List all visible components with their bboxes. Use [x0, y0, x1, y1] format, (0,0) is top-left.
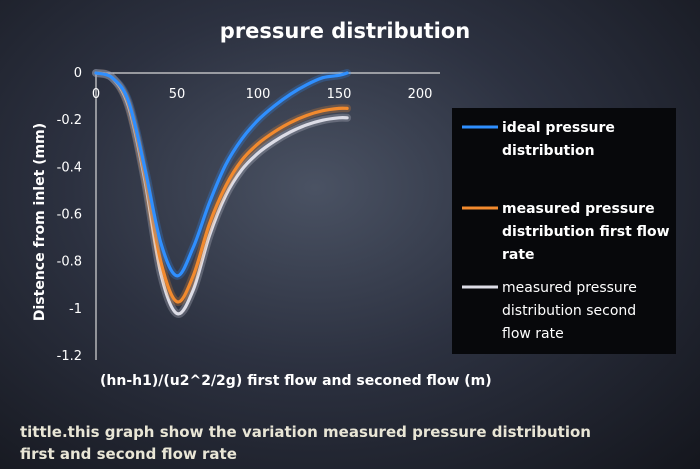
series-line-ideal — [94, 71, 349, 278]
legend-label-second-flow-1: measured pressure — [502, 280, 637, 296]
legend-label-ideal-1: ideal pressure — [502, 120, 615, 136]
y-tick-label: -1.2 — [57, 349, 82, 364]
legend-label-ideal-2: distribution — [502, 143, 595, 159]
x-tick-label: 150 — [327, 87, 352, 102]
y-tick-labels: 0 -0.2 -0.4 -0.6 -0.8 -1 -1.2 — [57, 66, 82, 364]
legend-box — [452, 108, 676, 354]
caption-line-1: tittle.this graph show the variation mea… — [20, 423, 591, 441]
x-axis-label: (hn-h1)/(u2^2/2g) first flow and seconed… — [100, 373, 492, 389]
y-axis-label: Distence from inlet (mm) — [32, 123, 48, 321]
x-tick-label: 100 — [246, 87, 271, 102]
y-tick-label: -0.2 — [57, 113, 82, 128]
y-tick-label: -0.6 — [57, 208, 82, 223]
legend-label-second-flow-3: flow rate — [502, 326, 564, 342]
legend-label-second-flow-2: distribution second — [502, 303, 636, 319]
y-tick-label: -0.4 — [57, 160, 82, 175]
legend-label-first-flow-2: distribution first flow — [502, 224, 670, 240]
y-tick-label: -0.8 — [57, 255, 82, 270]
series-layer — [92, 69, 352, 318]
y-tick-label: 0 — [74, 66, 82, 81]
x-tick-label: 0 — [92, 87, 100, 102]
x-tick-label: 50 — [169, 87, 186, 102]
x-tick-label: 200 — [408, 87, 433, 102]
y-tick-label: -1 — [69, 302, 82, 317]
caption-line-2: first and second flow rate — [20, 445, 237, 463]
x-tick-labels: 0 50 100 150 200 — [92, 87, 433, 102]
chart-title: pressure distribution — [220, 19, 470, 43]
legend-label-first-flow-3: rate — [502, 247, 535, 263]
legend-label-first-flow-1: measured pressure — [502, 201, 655, 217]
